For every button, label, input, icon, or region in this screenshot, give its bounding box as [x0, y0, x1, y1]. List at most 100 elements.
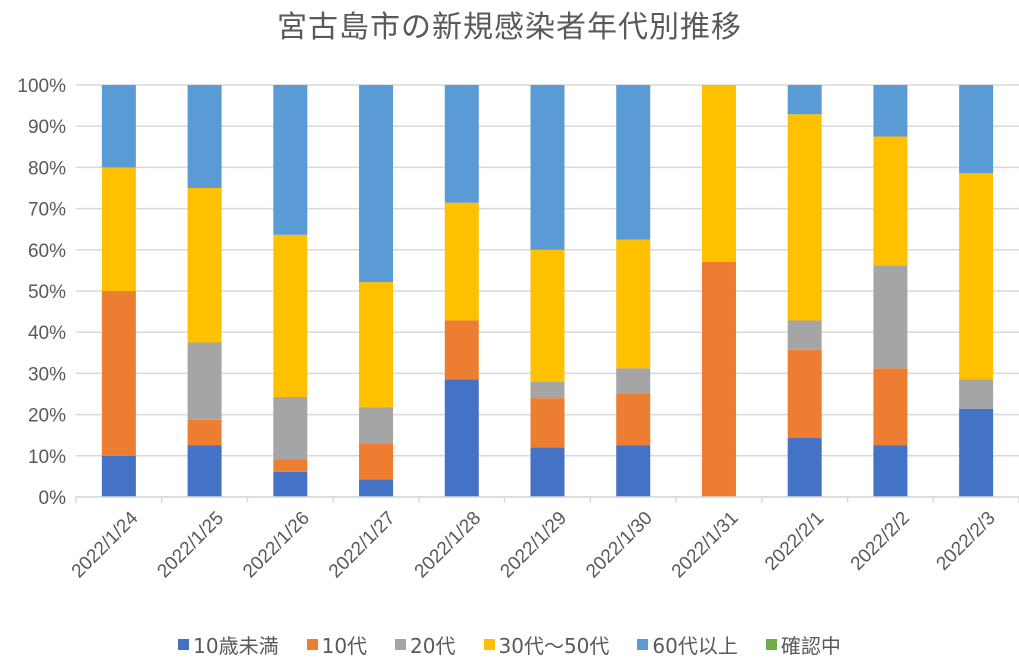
x-tick-label: 2022/2/3 — [933, 508, 1000, 575]
bar-segment — [273, 396, 308, 460]
bar-segment — [187, 342, 222, 420]
y-tick-label: 40% — [28, 323, 66, 344]
bar-segment — [959, 379, 994, 409]
bar-segment — [530, 447, 565, 497]
x-tick-label: 2022/1/25 — [154, 508, 229, 583]
bar-segment — [101, 291, 136, 456]
bar-segment — [187, 419, 222, 446]
y-tick-label: 50% — [28, 282, 66, 303]
bar-segment — [873, 265, 908, 369]
bar-stack — [273, 85, 308, 497]
bar-segment — [530, 85, 565, 250]
bar-segment — [959, 408, 994, 497]
legend-item: 10代 — [306, 630, 368, 659]
bar-segment — [873, 445, 908, 497]
bar-segment — [873, 136, 908, 266]
x-tick-label: 2022/1/26 — [239, 508, 314, 583]
x-tick-label: 2022/1/31 — [668, 508, 743, 583]
x-tick-label: 2022/1/27 — [325, 508, 400, 583]
bar-segment — [959, 85, 994, 174]
bar-segment — [359, 407, 394, 444]
bar-segment — [444, 379, 479, 497]
x-tick-label: 2022/2/2 — [847, 508, 914, 575]
bar-stack — [444, 85, 479, 497]
bar-stack — [616, 85, 651, 497]
bar-segment — [616, 239, 651, 369]
bar-stack — [359, 85, 394, 497]
legend-label: 60代以上 — [652, 634, 738, 658]
bar-segment — [187, 188, 222, 343]
bar-segment — [101, 85, 136, 168]
legend-item: 60代以上 — [637, 630, 738, 659]
y-tick-label: 80% — [28, 158, 66, 179]
bar-segment — [187, 445, 222, 497]
bar-segment — [873, 85, 908, 137]
bar-segment — [530, 381, 565, 399]
y-tick-label: 90% — [28, 117, 66, 138]
bar-segment — [101, 455, 136, 497]
bar-segment — [359, 443, 394, 480]
bar-stack — [787, 85, 822, 497]
legend-label: 30代～50代 — [498, 634, 610, 658]
legend-label: 10代 — [321, 634, 368, 658]
x-axis: 2022/1/24 2022/1/25 2022/1/26 2022/1/27 2022… — [68, 496, 1019, 583]
bar-segment — [359, 85, 394, 283]
x-tick-label: 2022/1/28 — [411, 508, 486, 583]
bar-segment — [359, 282, 394, 408]
legend-item: 確認中 — [765, 630, 841, 659]
legend-label: 10歳未満 — [193, 634, 279, 658]
bar-segment — [273, 471, 308, 497]
bar-segment — [787, 85, 822, 115]
legend-swatch — [395, 639, 407, 650]
bar-segment — [101, 167, 136, 291]
x-tick-label: 2022/1/30 — [582, 508, 657, 583]
bar-segment — [701, 261, 736, 497]
bar-stack — [530, 85, 565, 497]
bar-segment — [787, 438, 822, 497]
legend-item: 20代 — [395, 630, 456, 659]
bar-segment — [359, 479, 394, 497]
bar-segment — [787, 349, 822, 439]
bar-segment — [616, 85, 651, 240]
bar-segment — [616, 368, 651, 394]
y-tick-label: 0% — [39, 488, 67, 509]
bar-segment — [530, 398, 565, 448]
y-tick-label: 60% — [28, 241, 66, 262]
bar-segment — [444, 320, 479, 380]
bar-segment — [787, 114, 822, 321]
bar-segment — [701, 85, 736, 262]
bar-stack — [101, 85, 136, 497]
y-tick-label: 100% — [17, 76, 66, 97]
y-axis: 0% 10% 20% 30% 40% 50% 60% 70% 80% 90% 100% — [17, 76, 66, 509]
bar-segment — [273, 234, 308, 397]
bar-segment — [444, 202, 479, 321]
legend-swatch — [637, 639, 649, 650]
legend-swatch — [306, 639, 318, 650]
y-tick-label: 70% — [28, 200, 66, 221]
bar-segment — [616, 445, 651, 497]
y-tick-label: 30% — [28, 364, 66, 385]
bar-segment — [530, 249, 565, 382]
bar-segment — [616, 394, 651, 446]
x-tick-label: 2022/1/24 — [68, 507, 143, 582]
bar-segment — [873, 368, 908, 446]
legend-label: 20代 — [410, 634, 456, 658]
legend: 10歳未満 10代 20代 30代～50代 60代以上 確認中 — [0, 630, 1019, 659]
bar-segment — [959, 173, 994, 380]
legend-item: 10歳未満 — [178, 630, 279, 659]
bar-segment — [273, 459, 308, 472]
bar-segment — [787, 320, 822, 350]
x-tick-label: 2022/1/29 — [496, 508, 571, 583]
bar-segment — [444, 85, 479, 203]
bar-segment — [273, 85, 308, 235]
bars — [101, 85, 994, 497]
legend-item: 30代～50代 — [483, 630, 610, 659]
legend-swatch — [483, 639, 495, 650]
y-tick-label: 10% — [28, 447, 66, 468]
legend-label: 確認中 — [780, 634, 841, 658]
chart-title: 宮古島市の新規感染者年代別推移 — [277, 10, 742, 45]
bar-stack — [187, 85, 222, 497]
bar-stack — [959, 85, 994, 497]
bar-stack — [701, 85, 736, 497]
